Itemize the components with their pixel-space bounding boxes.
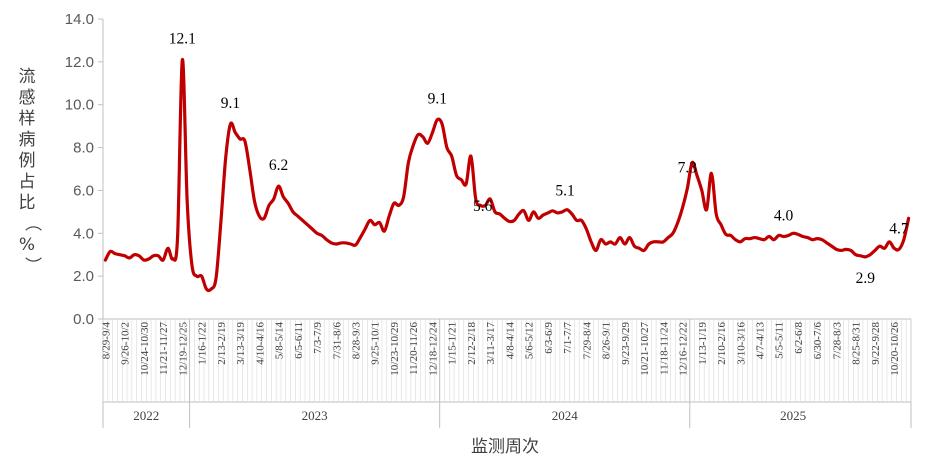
y-axis-title-char: 比	[19, 193, 36, 213]
x-tick-label: 9/25-10/1	[370, 322, 382, 365]
x-tick-label: 1/16-1/22	[197, 322, 209, 365]
x-tick-label: 3/13-3/19	[235, 322, 247, 365]
y-tick-label: 10.0	[65, 97, 94, 114]
year-label: 2023	[302, 408, 328, 423]
series	[103, 58, 911, 293]
y-tick-label: 4.0	[73, 225, 94, 242]
x-tick-label: 6/3-6/9	[543, 322, 555, 354]
x-ticks: 8/29-9/4 9/26-10/2 10/24-10/30 11/21-11/27 1…	[100, 322, 901, 376]
x-tick-label: 3/10-3/16	[735, 322, 747, 365]
x-tick-label: 11/21-11/27	[158, 322, 170, 375]
x-tick-label: 9/22-9/28	[870, 322, 882, 365]
x-tick-label: 10/23-10/29	[389, 322, 401, 376]
x-tick-label: 3/11-3/17	[485, 322, 497, 365]
x-tick-label: 6/30-7/6	[812, 322, 824, 360]
data-label: 5.6	[473, 198, 493, 215]
x-tick-label: 6/2-6/8	[793, 322, 805, 354]
x-tick-label: 2/12-2/18	[466, 322, 478, 365]
x-tick-label: 2/13-2/19	[216, 322, 228, 365]
y-axis-title-char: 病	[19, 130, 36, 150]
x-tick-label: 8/26-9/1	[601, 322, 613, 359]
x-tick-label: 1/15-1/21	[447, 322, 459, 365]
x-tick-label: 7/1-7/7	[562, 322, 574, 354]
x-tick-label: 7/28-8/3	[832, 322, 844, 360]
y-tick-label: 12.0	[65, 54, 94, 71]
x-tick-label: 4/10-4/16	[254, 322, 266, 365]
series-line	[103, 58, 911, 293]
data-label: 9.1	[428, 91, 447, 108]
x-tick-label: 2/10-2/16	[716, 322, 728, 365]
y-tick-label: 0.0	[73, 311, 94, 328]
x-tick-label: 11/18-11/24	[658, 322, 670, 375]
x-tick-label: 9/23-9/29	[620, 322, 632, 365]
x-tick-label: 8/29-9/4	[100, 322, 112, 360]
x-tick-label: 9/26-10/2	[120, 322, 132, 365]
x-tick-label: 5/6-5/12	[524, 322, 536, 359]
x-tick-label: 12/19-12/25	[177, 322, 189, 376]
y-axis-title-char: 占	[19, 172, 36, 192]
annotations: 12.1 9.1 6.2 9.1 5.6 5.1 7.3 4.0 2.9 4.7	[169, 31, 909, 287]
x-tick-label: 12/16-12/22	[678, 322, 690, 376]
x-tick-label: 4/7-4/13	[755, 322, 767, 360]
data-label: 4.7	[889, 220, 909, 237]
data-label: 2.9	[856, 270, 876, 287]
x-tick-label: 5/8-5/14	[274, 322, 286, 360]
x-tick-label: 10/24-10/30	[139, 322, 151, 376]
x-tick-label: 6/5-6/11	[293, 322, 305, 359]
y-axis-title-char: 例	[19, 151, 36, 171]
data-label: 7.3	[678, 159, 698, 176]
x-tick-label: 4/8-4/14	[504, 322, 516, 360]
x-tick-label: 10/20-10/26	[889, 322, 901, 376]
x-tick-label: 12/18-12/24	[428, 322, 440, 376]
axes	[102, 19, 912, 428]
x-tick-label: 5/5-5/11	[774, 322, 786, 359]
data-label: 12.1	[169, 31, 196, 48]
year-label: 2025	[780, 408, 806, 423]
y-axis-title-char: %	[19, 235, 35, 255]
y-axis-title-char: （	[22, 215, 42, 232]
year-groups: 2022 2023 2024 2025	[133, 319, 806, 428]
y-axis-title-char: 感	[19, 88, 36, 108]
x-axis-title: 监测周次	[471, 437, 539, 457]
year-label: 2022	[133, 408, 159, 423]
data-label: 5.1	[555, 183, 574, 200]
x-tick-label: 1/13-1/19	[697, 322, 709, 365]
data-label: 9.1	[221, 95, 240, 112]
y-tick-label: 2.0	[73, 268, 94, 285]
y-axis-title-char: ）	[22, 257, 42, 274]
x-tick-label: 10/21-10/27	[639, 322, 651, 376]
x-tick-label: 8/25-8/31	[851, 322, 863, 365]
x-tick-label: 7/31-8/6	[331, 322, 343, 360]
x-tick-label: 8/28-9/3	[351, 322, 363, 360]
y-tick-label: 8.0	[73, 140, 94, 157]
y-tick-label: 14.0	[65, 11, 94, 28]
data-label: 6.2	[269, 157, 288, 174]
y-ticks: 0.0 2.0 4.0 6.0 8.0 10.0 12.0 14.0	[65, 11, 103, 328]
x-tick-label: 11/20-11/26	[408, 322, 420, 375]
y-axis-title-char: 流	[19, 67, 36, 87]
data-label: 4.0	[774, 208, 794, 225]
y-tick-label: 6.0	[73, 182, 94, 199]
y-axis-title-char: 样	[19, 109, 36, 129]
year-label: 2024	[552, 408, 579, 423]
x-tick-label: 7/3-7/9	[312, 322, 324, 354]
x-tick-label: 7/29-8/4	[581, 322, 593, 360]
